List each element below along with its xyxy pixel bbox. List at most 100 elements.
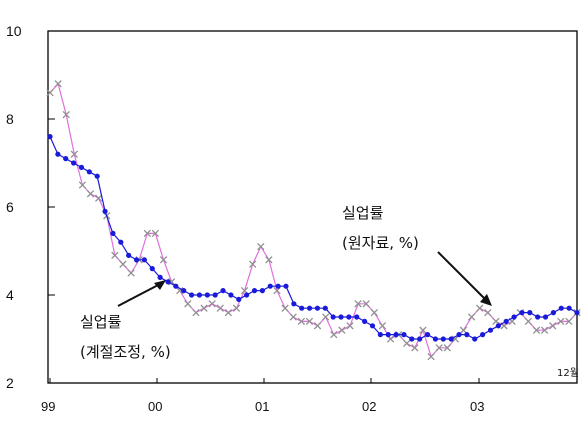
y-tick-label: 2 — [6, 375, 14, 391]
series-raw-point — [200, 304, 208, 312]
series-raw-point — [265, 256, 273, 264]
series-sa-point — [503, 318, 509, 324]
series-raw-point — [184, 300, 192, 308]
series-raw-point — [208, 300, 216, 308]
plot-frame — [47, 30, 578, 384]
series-raw-point — [330, 330, 338, 339]
series-raw-point — [94, 194, 103, 202]
series-sa-point — [55, 151, 61, 157]
series-raw-point — [143, 229, 151, 238]
series-raw-point — [346, 322, 354, 330]
x-tick-label: 01 — [255, 399, 269, 414]
series-sa-point — [196, 292, 203, 298]
series-sa-point — [110, 230, 116, 236]
plot-border — [47, 30, 578, 384]
series-raw-point — [167, 278, 176, 286]
series-sa-point — [141, 257, 147, 263]
series-raw-point — [46, 88, 54, 97]
series-raw-point — [78, 181, 87, 189]
x-tick-label: 03 — [470, 399, 484, 414]
series-sa-point — [149, 266, 155, 272]
series-raw-point — [249, 260, 257, 268]
series-sa-point — [527, 310, 533, 316]
series-sa-point — [566, 305, 572, 311]
series-raw-point — [467, 313, 476, 321]
x-tick-label: 02 — [362, 399, 376, 414]
series-sa-point — [542, 314, 549, 320]
series-raw-point — [216, 304, 224, 312]
series-sa-point — [220, 288, 226, 294]
series-raw-point — [549, 322, 557, 330]
series-raw-point — [362, 300, 370, 308]
series-raw-point — [419, 326, 427, 334]
series-sa-point — [283, 283, 289, 289]
series-raw-point — [354, 300, 362, 308]
y-tick-label: 6 — [6, 199, 14, 215]
series-sa-point — [70, 160, 77, 166]
series-sa-point — [275, 283, 281, 289]
series-sa-point — [464, 332, 470, 338]
series-raw-line — [49, 82, 578, 358]
series-sa-point — [236, 296, 242, 302]
series-raw-point — [232, 304, 241, 312]
series-sa-point — [330, 314, 336, 320]
series-sa-point — [47, 134, 53, 140]
series-sa-point — [259, 288, 265, 294]
y-tick-label: 4 — [6, 287, 14, 303]
series-sa-point — [173, 283, 179, 289]
series-raw-point — [281, 304, 289, 312]
annotation-raw: 실업률 (원자료, %) — [342, 204, 492, 306]
series-raw-point — [119, 260, 127, 268]
series-raw-point — [565, 317, 573, 326]
series-raw-point — [313, 322, 322, 330]
series-sa-point — [377, 332, 383, 338]
series-sa-point — [385, 332, 391, 338]
series-raw — [46, 80, 581, 361]
series-sa-point — [86, 169, 92, 175]
series-sa-point — [440, 336, 446, 342]
series-raw-point — [224, 308, 233, 317]
series-raw-point — [297, 317, 305, 326]
series-raw-point — [476, 304, 484, 312]
x-end-label: 12월 — [557, 367, 579, 379]
series-raw-point — [540, 326, 549, 334]
annotation-sa-arrowhead — [154, 280, 166, 290]
series-raw-point — [451, 335, 460, 343]
series-sa-point — [165, 279, 171, 285]
series-sa-point — [118, 239, 124, 245]
series-raw-point — [62, 110, 70, 119]
series-sa-point — [228, 292, 234, 298]
x-axis-ticks: 99 00 01 02 03 — [41, 378, 484, 414]
series-sa-point — [244, 292, 250, 298]
series-raw-point — [322, 313, 330, 321]
annotation-raw-line1: 실업률 — [342, 204, 384, 222]
series-sa-point — [314, 305, 321, 311]
annotation-sa-line2: (계절조정, %) — [80, 343, 171, 361]
series-sa-point — [354, 314, 360, 320]
series-sa-point — [432, 336, 439, 342]
series-sa-line — [49, 136, 578, 340]
series-raw-point — [305, 317, 314, 326]
series-sa-point — [126, 252, 132, 258]
series-sa-point — [157, 274, 163, 280]
y-tick-label: 8 — [6, 111, 14, 127]
annotation-sa-line1: 실업률 — [80, 313, 122, 331]
series-sa-point — [487, 327, 494, 333]
series-sa-point — [133, 257, 140, 263]
annotation-sa-arrow — [117, 282, 163, 307]
series-raw-point — [338, 326, 346, 334]
series-sa-point — [299, 305, 305, 311]
series-sa-point — [63, 156, 69, 162]
series-sa-point — [401, 332, 407, 338]
series-raw-point — [443, 344, 451, 352]
annotation-raw-line2: (원자료, %) — [342, 234, 419, 252]
series-sa-point — [346, 314, 352, 320]
series-sa-point — [102, 208, 108, 214]
series-raw-point — [86, 190, 95, 198]
series-sa-point — [181, 288, 187, 294]
series-sa-point — [448, 336, 454, 342]
series-sa-point — [338, 314, 344, 320]
annotation-sa: 실업률 (계절조정, %) — [80, 280, 171, 361]
series-raw-point — [370, 308, 378, 317]
series-sa-point — [188, 292, 195, 298]
